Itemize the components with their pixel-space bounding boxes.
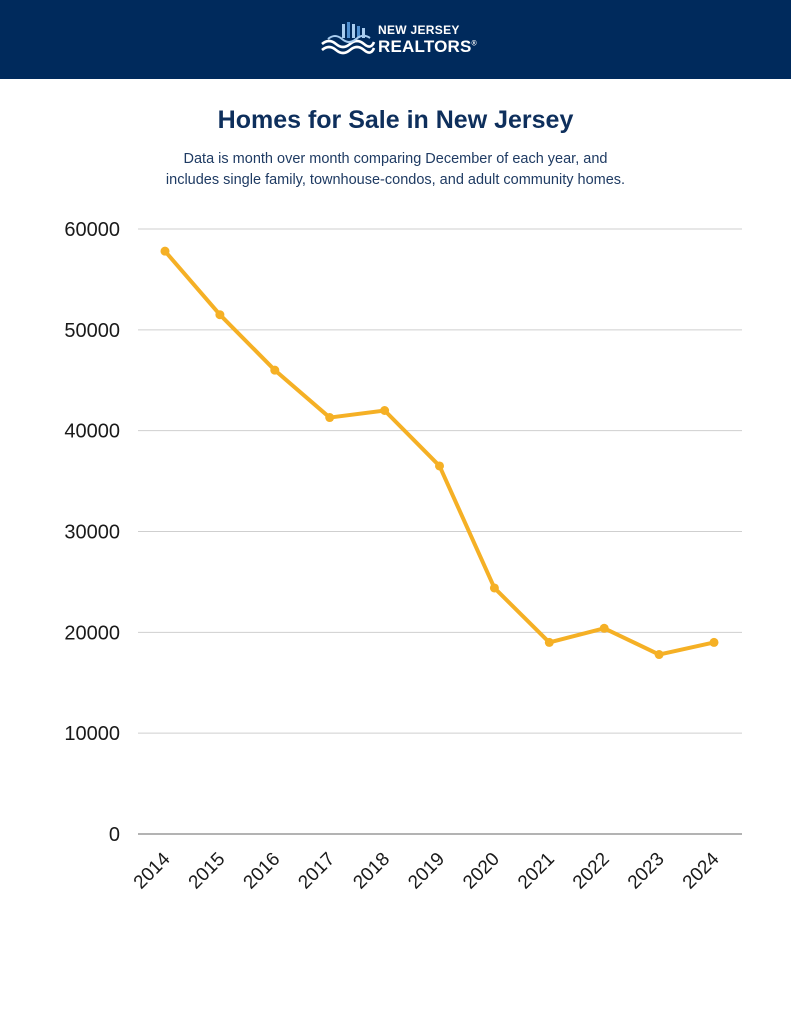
brand-line2-text: REALTORS xyxy=(378,37,472,56)
data-point xyxy=(599,623,609,633)
registered-mark: ® xyxy=(471,40,477,48)
data-point xyxy=(544,637,554,647)
data-point xyxy=(325,413,335,423)
data-point xyxy=(270,365,280,375)
data-point xyxy=(215,310,225,320)
y-tick-label: 0 xyxy=(109,824,120,846)
x-tick-label: 2023 xyxy=(624,849,669,894)
y-tick-label: 30000 xyxy=(64,522,120,544)
data-point xyxy=(380,406,390,415)
subtitle-line-2: includes single family, townhouse-condos… xyxy=(165,172,626,188)
x-tick-label: 2019 xyxy=(404,849,449,894)
y-tick-label: 60000 xyxy=(64,219,120,241)
x-tick-label: 2016 xyxy=(240,849,285,894)
brand-line2: REALTORS® xyxy=(378,38,477,55)
y-tick-label: 10000 xyxy=(64,723,120,745)
x-tick-label: 2021 xyxy=(514,849,559,894)
chart-subtitle: Data is month over month comparing Decem… xyxy=(80,149,711,191)
y-tick-label: 40000 xyxy=(64,421,120,443)
data-point xyxy=(435,461,444,471)
data-point xyxy=(489,583,499,593)
subtitle-line-1: Data is month over month comparing Decem… xyxy=(183,151,608,167)
data-point xyxy=(709,637,719,647)
brand-logo[interactable]: NEW JERSEY REALTORS® xyxy=(320,22,480,58)
x-tick-label: 2024 xyxy=(679,848,724,893)
x-tick-label: 2017 xyxy=(294,849,339,894)
brand-line1: NEW JERSEY xyxy=(378,23,460,37)
x-tick-label: 2022 xyxy=(569,849,614,894)
series-line xyxy=(163,249,716,657)
y-tick-label: 50000 xyxy=(64,320,120,342)
x-tick-label: 2020 xyxy=(459,849,504,894)
x-tick-label: 2018 xyxy=(349,849,394,894)
building-wave-icon xyxy=(321,22,376,55)
header-bar: NEW JERSEY REALTORS® xyxy=(0,0,791,79)
data-point xyxy=(160,246,170,256)
y-tick-label: 20000 xyxy=(64,622,120,644)
data-point xyxy=(654,650,664,660)
x-tick-label: 2014 xyxy=(130,848,175,893)
x-tick-label: 2015 xyxy=(185,849,230,894)
chart-title: Homes for Sale in New Jersey xyxy=(217,106,574,134)
